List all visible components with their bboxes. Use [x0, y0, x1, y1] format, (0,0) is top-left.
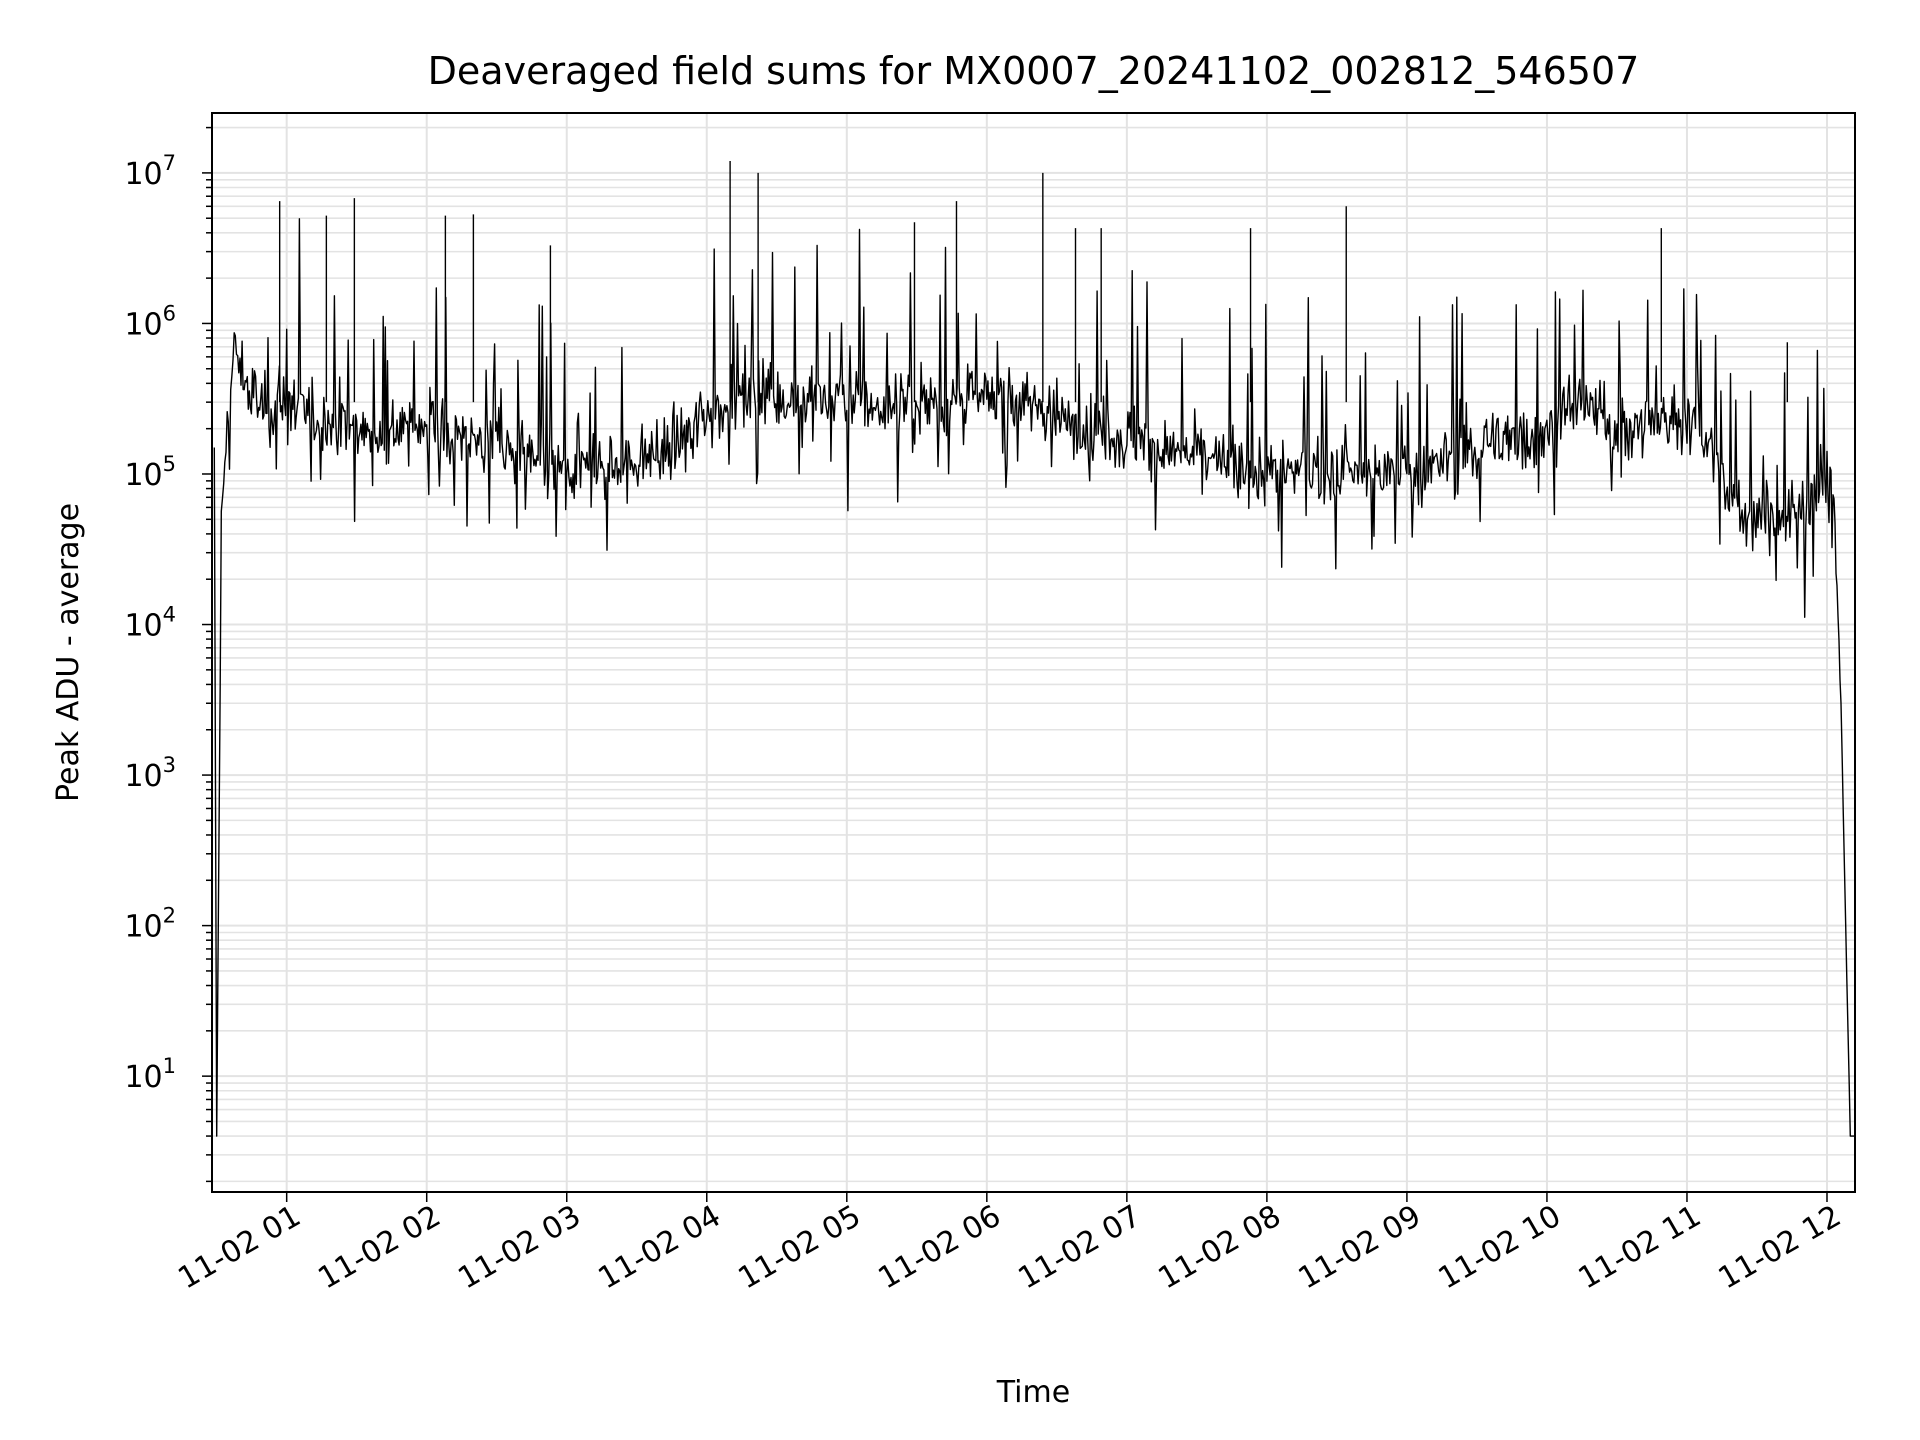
plot-frame [211, 112, 1856, 1193]
y-tick-exponent: 2 [163, 904, 176, 928]
y-tick-label: 102 [124, 904, 176, 945]
data-layer [213, 160, 1855, 1137]
y-tick-base: 10 [124, 458, 162, 493]
y-tick-label: 101 [124, 1054, 176, 1095]
y-tick-exponent: 1 [163, 1054, 176, 1078]
y-tick-exponent: 7 [163, 151, 176, 175]
grid [212, 113, 1855, 1192]
y-tick-base: 10 [124, 759, 162, 794]
y-tick-exponent: 3 [163, 753, 176, 777]
y-tick-base: 10 [124, 1060, 162, 1095]
y-tick-exponent: 6 [163, 301, 176, 325]
y-tick-label: 105 [124, 452, 176, 493]
y-tick-exponent: 4 [163, 603, 176, 627]
chart-title: Deaveraged field sums for MX0007_2024110… [428, 49, 1640, 93]
y-tick-base: 10 [124, 157, 162, 192]
y-tick-label: 103 [124, 753, 176, 794]
y-tick-label: 106 [124, 301, 176, 342]
y-tick-base: 10 [124, 910, 162, 945]
series-line [213, 218, 1855, 1137]
y-tick-base: 10 [124, 609, 162, 644]
y-axis-label: Peak ADU - average [51, 503, 86, 802]
y-tick-label: 107 [124, 151, 176, 192]
y-tick-label: 104 [124, 603, 176, 644]
x-axis-label: Time [996, 1375, 1070, 1410]
y-tick-exponent: 5 [163, 452, 176, 476]
y-tick-base: 10 [124, 307, 162, 342]
